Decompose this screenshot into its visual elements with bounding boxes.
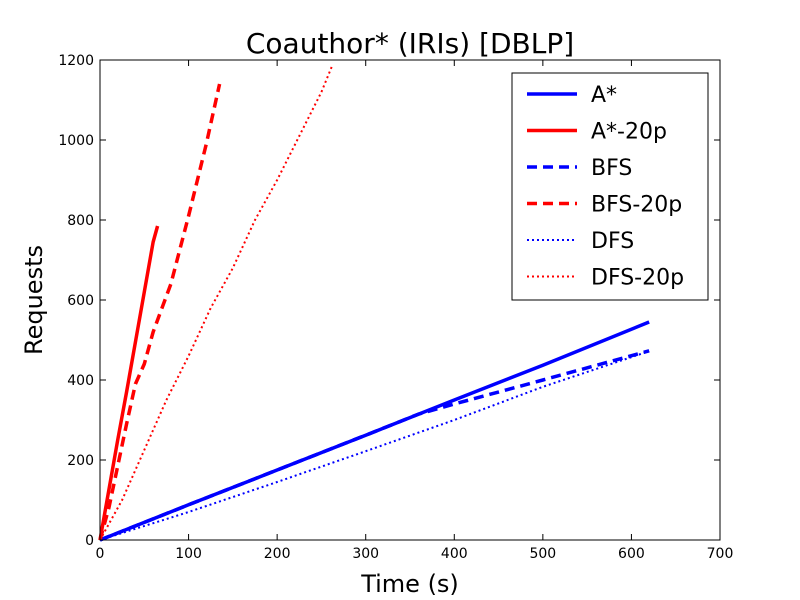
x-tick-label: 500: [529, 546, 556, 562]
ticks-layer: 0 100 200 300 400 500 600 700 0 200 400 600 800 1000 1…: [58, 53, 733, 562]
legend-label: A*: [591, 83, 617, 108]
x-tick-label: 200: [264, 546, 291, 562]
y-tick-label: 0: [85, 533, 94, 549]
series-line-bfs: [99, 349, 650, 542]
legend-label: DFS: [591, 229, 634, 254]
series-line-a-20p: [98, 225, 160, 541]
x-tick-label: 0: [96, 546, 105, 562]
y-tick-label: 400: [67, 373, 94, 389]
y-axis-label: Requests: [20, 245, 48, 355]
legend: A* A*-20p BFS BFS-20p DFS DFS-20p: [511, 72, 709, 301]
x-axis-label: Time (s): [360, 570, 459, 598]
series-line-dfs: [99, 350, 650, 541]
x-tick-label: 700: [707, 546, 734, 562]
legend-box: [511, 72, 709, 301]
y-tick-label: 1200: [58, 53, 94, 69]
x-tick-label: 400: [441, 546, 468, 562]
legend-label: BFS-20p: [591, 193, 682, 218]
legend-label: A*-20p: [591, 120, 667, 145]
legend-label: BFS: [591, 156, 632, 181]
series-layer: [98, 65, 650, 542]
y-tick-label: 600: [67, 293, 94, 309]
chart-title: Coauthor* (IRIs) [DBLP]: [246, 27, 574, 60]
y-tick-label: 200: [67, 453, 94, 469]
legend-label: DFS-20p: [591, 266, 684, 291]
series-line-a: [99, 320, 650, 542]
x-tick-label: 600: [618, 546, 645, 562]
y-tick-label: 1000: [58, 133, 94, 149]
y-tick-label: 800: [67, 213, 94, 229]
x-tick-label: 300: [352, 546, 379, 562]
series-line-bfs-20p: [98, 83, 222, 541]
series-line-dfs-20p: [99, 65, 333, 541]
x-tick-label: 100: [175, 546, 202, 562]
